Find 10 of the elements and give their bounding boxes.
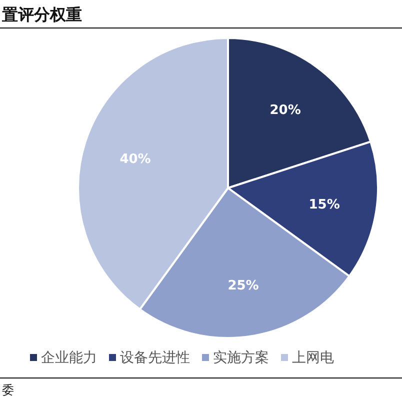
- chart-title: 置评分权重: [1, 5, 82, 24]
- data-label: 20%: [270, 103, 301, 118]
- legend-label: 实施方案: [213, 349, 269, 366]
- data-label: 25%: [228, 278, 259, 294]
- legend-label: 企业能力: [41, 350, 97, 366]
- data-label: 40%: [120, 152, 151, 167]
- data-label: 15%: [308, 197, 340, 212]
- legend-label: 设备先进性: [120, 350, 190, 366]
- legend-label: 上网电: [292, 350, 334, 366]
- text: 委: [2, 383, 14, 397]
